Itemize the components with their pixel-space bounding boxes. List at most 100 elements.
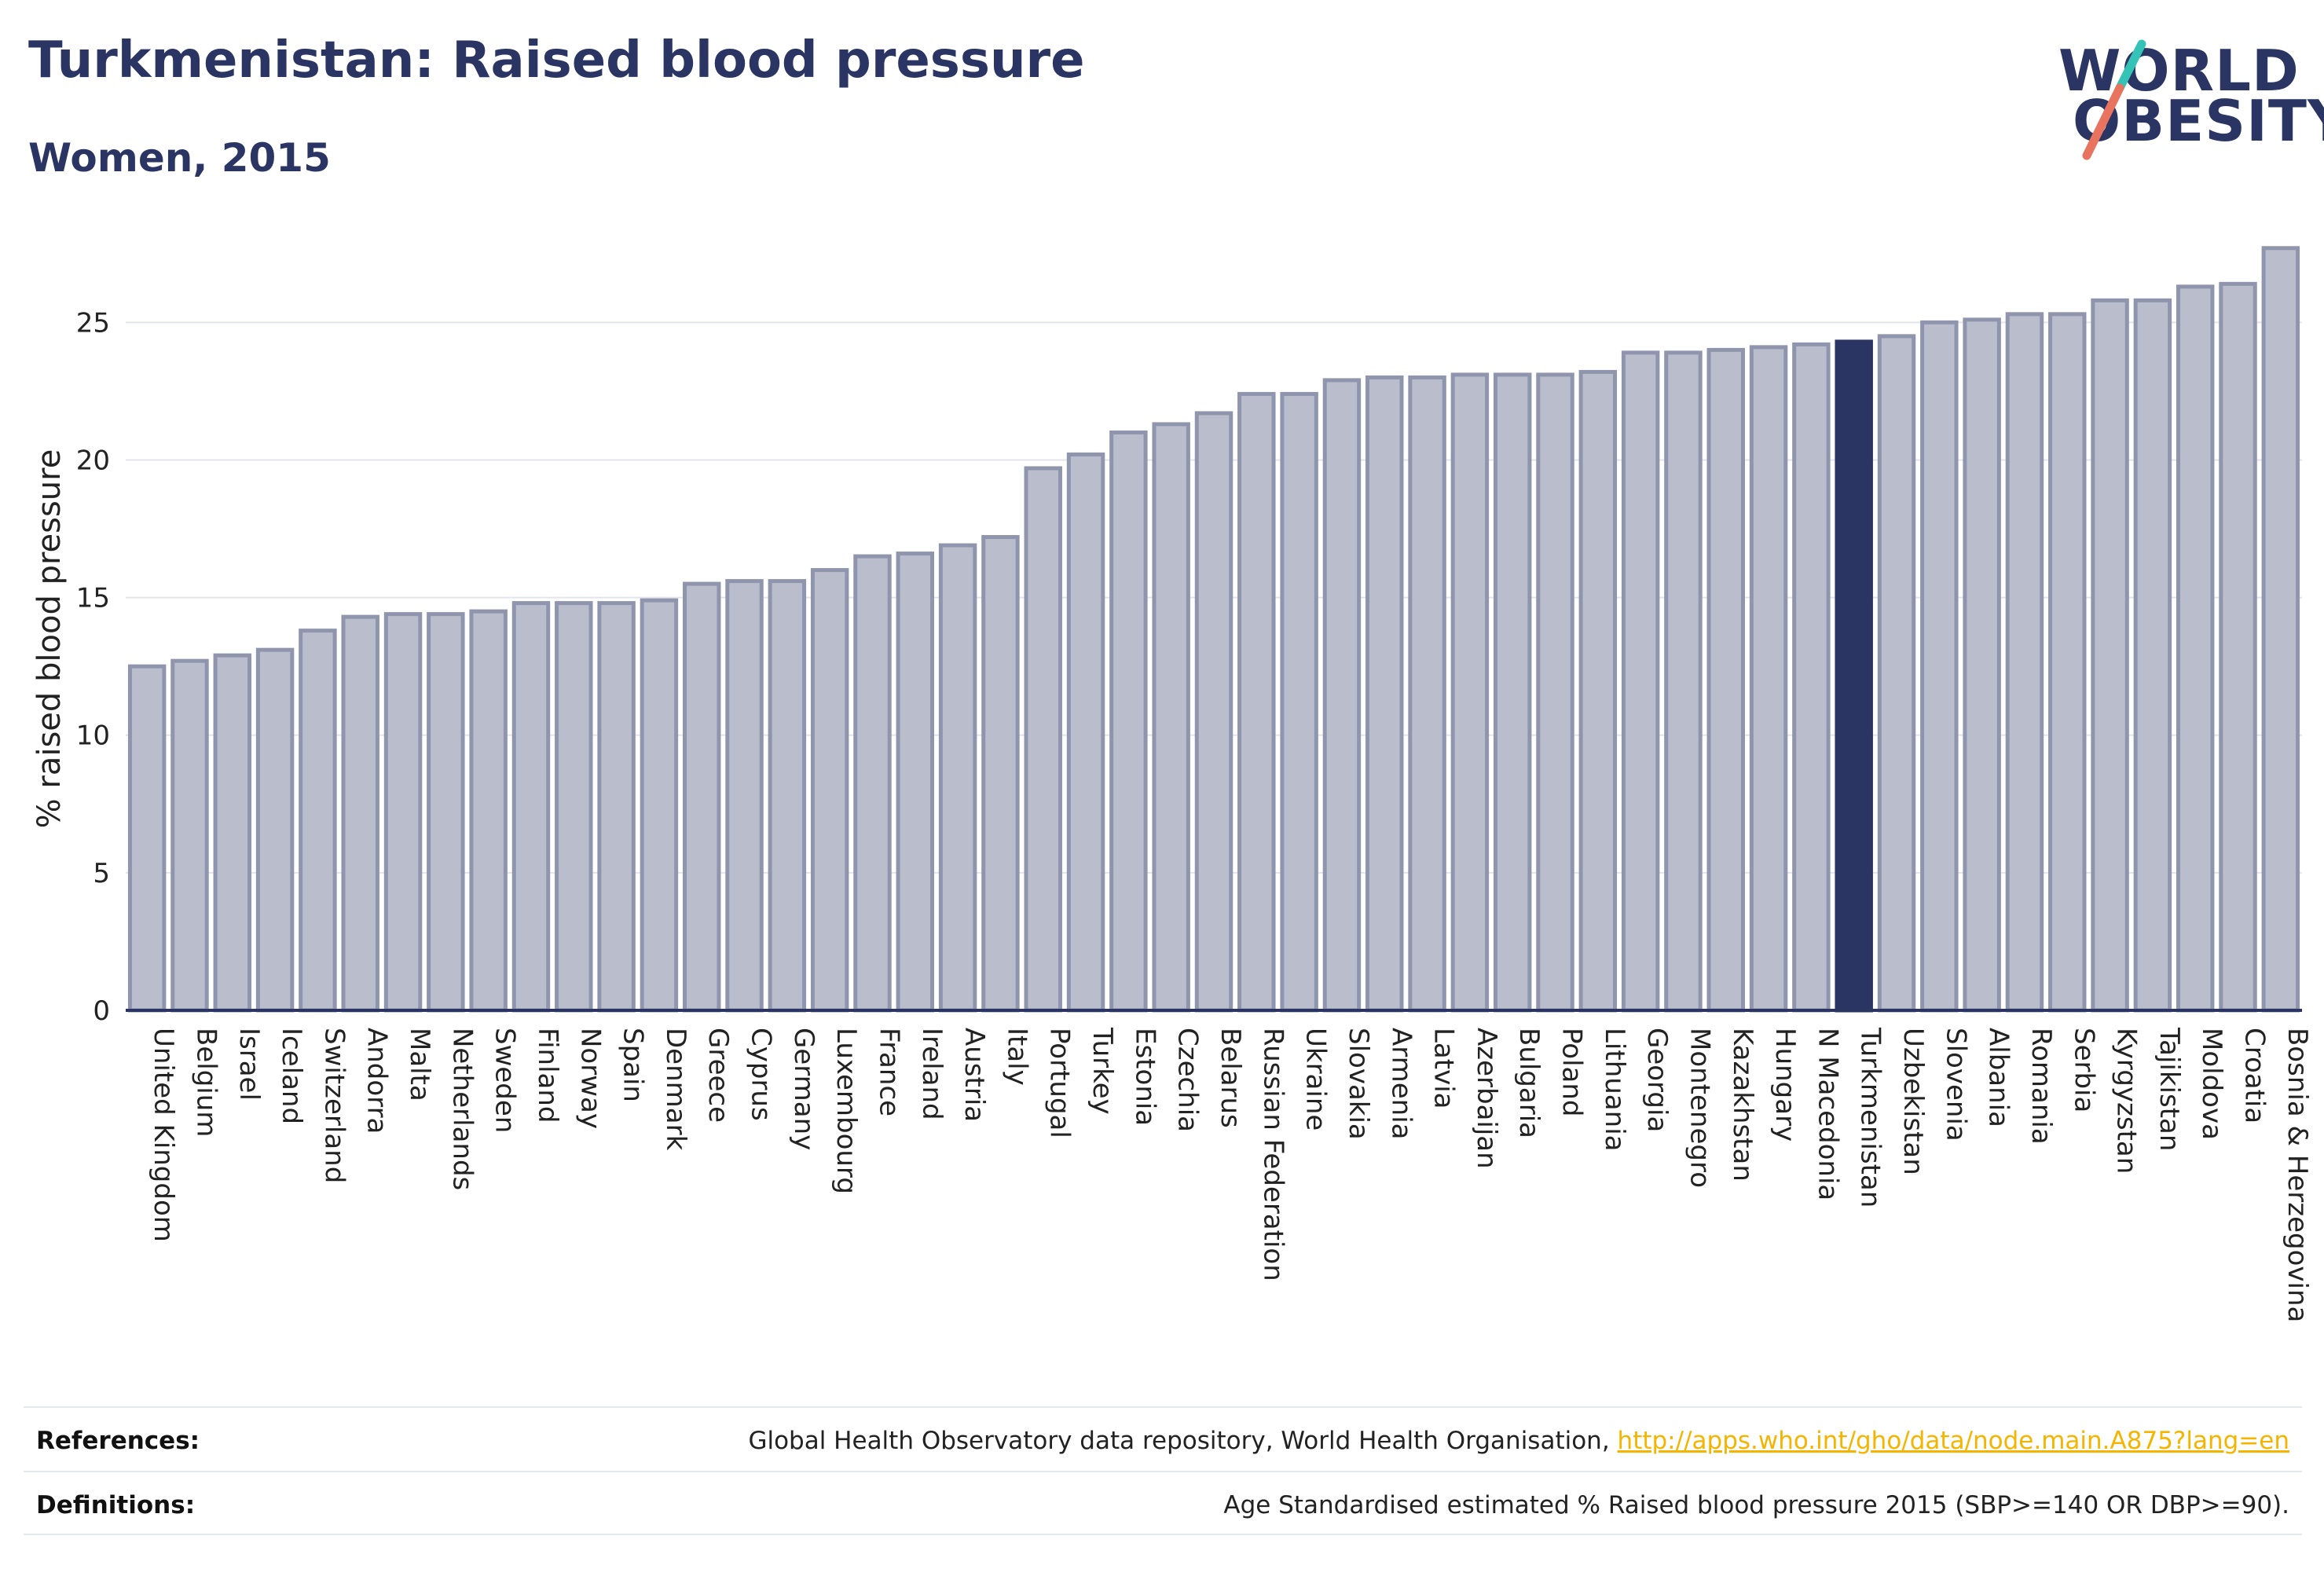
bar	[640, 598, 679, 1013]
x-tick-label: Ukraine	[1300, 1028, 1332, 1131]
bar	[981, 535, 1020, 1013]
references-link[interactable]: http://apps.who.int/gho/data/node.main.A…	[1617, 1427, 2289, 1455]
x-tick-label: Switzerland	[318, 1028, 350, 1183]
x-tick-label: Israel	[233, 1028, 265, 1101]
references-text: Global Health Observatory data repositor…	[748, 1427, 1610, 1455]
bar	[127, 664, 167, 1013]
x-tick-label: Armenia	[1385, 1028, 1417, 1140]
x-tick-label: Georgia	[1641, 1028, 1673, 1132]
bar	[1536, 372, 1574, 1013]
x-tick-label: Finland	[532, 1028, 563, 1123]
x-tick-label: Albania	[1983, 1028, 2014, 1127]
bar	[2005, 312, 2044, 1013]
bar	[597, 601, 636, 1013]
bar	[938, 543, 977, 1013]
x-tick-label: Bosnia & Herzegovina	[2282, 1028, 2313, 1322]
y-tick-label: 25	[76, 307, 110, 339]
x-tick-label: Bulgaria	[1513, 1028, 1545, 1138]
bar	[1877, 334, 1916, 1013]
bar	[1621, 350, 1660, 1013]
bar	[1749, 345, 1788, 1013]
x-tick-label: Belarus	[1215, 1028, 1246, 1128]
x-tick-label: United Kingdom	[148, 1028, 179, 1242]
bar	[768, 579, 807, 1013]
bar	[853, 554, 892, 1013]
bar	[427, 612, 465, 1013]
x-tick-label: Russian Federation	[1257, 1028, 1288, 1281]
bar	[1152, 422, 1190, 1013]
x-tick-label: Netherlands	[446, 1028, 478, 1190]
x-tick-label: Iceland	[276, 1028, 307, 1124]
bar	[1109, 430, 1148, 1013]
bar	[1493, 372, 1532, 1013]
bar-chart: 0 5 10 15 20 25 United Kingdom Belgium Israel Ice…	[31, 246, 2313, 1322]
bar	[1450, 372, 1490, 1013]
x-tick-label: Denmark	[660, 1028, 691, 1151]
bar	[1706, 347, 1745, 1013]
bar	[2048, 312, 2087, 1013]
bar	[1664, 350, 1703, 1013]
bar	[810, 568, 849, 1013]
logo-line1: WORLD	[2058, 38, 2300, 104]
bar	[555, 601, 593, 1013]
y-tick-label: 0	[93, 995, 110, 1027]
footer-divider	[24, 1406, 2302, 1408]
x-tick-label: Cyprus	[746, 1028, 777, 1121]
bar	[511, 601, 551, 1013]
bar	[1920, 320, 1959, 1013]
definitions-label: Definitions:	[36, 1491, 196, 1519]
x-tick-label: Poland	[1556, 1028, 1588, 1117]
bar	[1280, 391, 1318, 1013]
bar	[383, 612, 423, 1013]
bar	[170, 658, 209, 1013]
x-tick-label: Sweden	[489, 1028, 521, 1133]
x-tick-label: Estonia	[1129, 1028, 1160, 1126]
x-tick-label: Latvia	[1428, 1028, 1460, 1109]
x-tick-label: Serbia	[2068, 1028, 2099, 1112]
x-tick-label: Czechia	[1172, 1028, 1204, 1132]
bar	[1365, 375, 1404, 1013]
bar	[1024, 466, 1062, 1013]
x-tick-label: Luxembourg	[830, 1028, 862, 1194]
y-tick-label: 5	[93, 858, 110, 889]
x-tick-label: Germany	[788, 1028, 819, 1150]
bar-highlight	[1835, 339, 1873, 1013]
x-tick-label: Tajikistan	[2154, 1027, 2185, 1151]
x-tick-label: Slovenia	[1940, 1028, 1971, 1142]
x-tick-label: Slovakia	[1343, 1028, 1374, 1140]
x-tick-label: Kazakhstan	[1727, 1028, 1758, 1182]
x-tick-label: Kyrgyzstan	[2111, 1028, 2143, 1174]
bar	[1578, 369, 1618, 1013]
bar	[1408, 375, 1446, 1013]
bar	[2133, 298, 2172, 1013]
logo-slash-icon	[2082, 39, 2146, 160]
definitions-value: Age Standardised estimated % Raised bloo…	[1223, 1491, 2289, 1519]
x-tick-label: N Macedonia	[1812, 1028, 1843, 1200]
chart-title: Turkmenistan: Raised blood pressure	[28, 31, 1085, 90]
x-tick-label: Montenegro	[1684, 1028, 1715, 1188]
definitions-row: Definitions: Age Standardised estimated …	[24, 1472, 2302, 1538]
y-tick-label: 15	[76, 583, 110, 614]
bar	[2219, 281, 2257, 1013]
bar	[255, 647, 295, 1013]
bar	[1322, 378, 1362, 1013]
x-tick-label: Italy	[1001, 1028, 1032, 1086]
x-tick-label: Azerbaijan	[1471, 1028, 1502, 1169]
bar	[2261, 246, 2300, 1013]
chart-subtitle: Women, 2015	[28, 135, 331, 181]
bar	[1066, 452, 1105, 1013]
footer-divider-2	[24, 1471, 2302, 1472]
x-tick-label: Andorra	[361, 1028, 393, 1134]
x-tick-label: Romania	[2025, 1028, 2057, 1145]
x-tick-label: Ireland	[916, 1028, 948, 1120]
references-row: References: Global Health Observatory da…	[24, 1408, 2302, 1474]
x-tick-label: Norway	[574, 1028, 606, 1129]
y-axis-label: % raised blood pressure	[31, 449, 68, 829]
world-obesity-logo: WORLD OBESITY	[2043, 38, 2324, 171]
x-tick-label: Greece	[702, 1028, 734, 1123]
x-tick-label: Uzbekistan	[1897, 1028, 1929, 1175]
bar	[2176, 284, 2215, 1013]
x-tick-label: Lithuania	[1599, 1028, 1630, 1151]
bar	[299, 629, 337, 1013]
footer-divider-3	[24, 1534, 2302, 1535]
